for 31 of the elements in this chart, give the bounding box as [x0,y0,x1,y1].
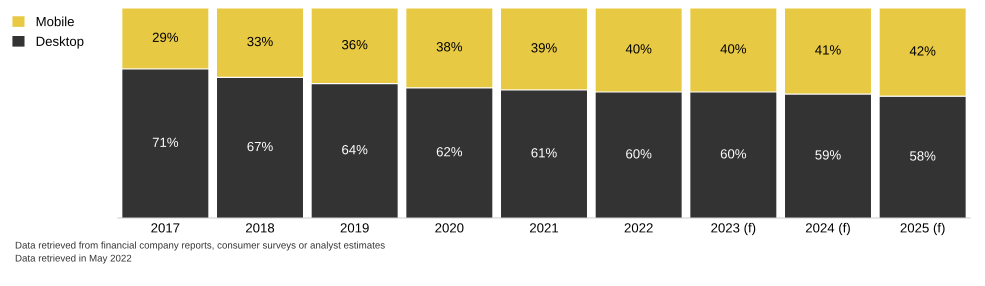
data-label: 33% [247,36,273,46]
data-label: 40% [720,44,746,54]
data-label: 62% [436,147,462,156]
x-tick-label: 2024 (f) [806,222,850,236]
data-label: 61% [531,148,557,158]
x-tick-label: 2022 [624,223,653,233]
legend-label: Desktop [36,36,84,49]
text: Data retrieved from financial company reports, consumer surveys or analyst estimates [16,241,385,251]
x-tick-label: 2021 [530,223,558,233]
data-label: 64% [342,145,368,154]
data-label: 39% [531,43,557,52]
x-tick-label: 2023 (f) [711,222,756,236]
x-tick-label: 2017 [151,223,180,233]
data-label: 60% [720,149,746,159]
x-tick-label: 2025 (f) [900,222,945,236]
data-label: 60% [626,149,652,159]
data-label: 41% [815,45,841,55]
data-label: 58% [910,151,936,161]
x-tick-label: 2019 [340,223,369,233]
x-tick-label: 2018 [246,223,274,233]
data-label: 59% [815,150,841,160]
data-label: 40% [626,44,652,54]
data-label: 67% [247,142,273,152]
legend-label: Mobile [36,16,74,26]
text: Data retrieved in May 2022 [16,254,132,264]
data-label: 36% [342,40,368,50]
data-label: 38% [436,42,462,52]
data-label: 42% [910,46,936,56]
data-label: 71% [152,138,178,147]
x-tick-label: 2020 [435,223,464,233]
data-label: 29% [152,32,178,42]
